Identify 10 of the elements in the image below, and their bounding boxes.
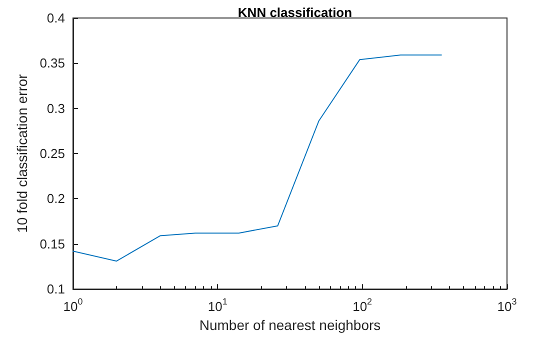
y-tick-label: 0.25 (40, 146, 65, 162)
y-tick-label: 0.35 (40, 56, 65, 71)
y-axis-title: 10 fold classification error (14, 74, 30, 233)
chart-title: KNN classification (238, 5, 352, 20)
y-tick-label: 0.1 (46, 282, 65, 297)
y-tick-label: 0.3 (46, 100, 65, 116)
y-tick-label: 0.2 (46, 191, 65, 206)
y-tick-label: 0.4 (46, 10, 65, 26)
y-tick-label: 0.15 (40, 236, 65, 252)
x-axis-title: Number of nearest neighbors (199, 317, 381, 333)
